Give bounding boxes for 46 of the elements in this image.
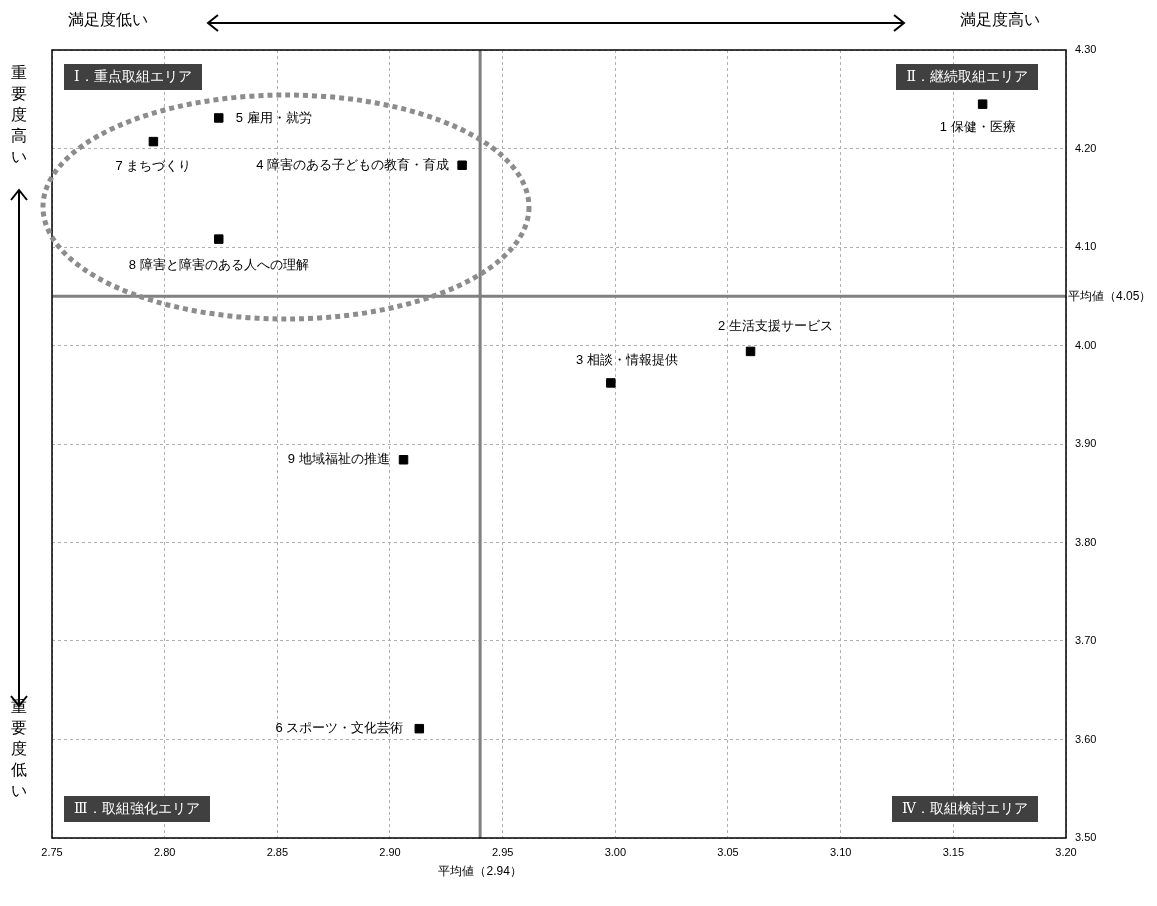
point: [977, 99, 988, 109]
annotation: Ⅲ．取組強化エリア: [64, 796, 210, 822]
x-tick-label: 3.20: [1055, 845, 1077, 858]
annotation: 1 保健・医療: [939, 118, 1016, 134]
x-tick-label: 2.90: [379, 845, 401, 858]
annotation: 6 スポーツ・文化芸術: [275, 720, 404, 736]
point: [745, 346, 756, 357]
annotation: Ⅳ．取組検討エリア: [892, 796, 1038, 822]
point: [414, 723, 425, 734]
annotation: 5 雇用・就労: [235, 109, 312, 125]
x-tick-label: 2.75: [41, 845, 63, 858]
ref-line-label: 平均値（4.05）: [1068, 288, 1152, 303]
text: 重要度高い: [10, 63, 28, 167]
point: [606, 378, 616, 388]
ref-line-label: 平均値（2.94）: [438, 864, 522, 879]
y-tick-label: 4.00: [1075, 338, 1097, 351]
annotation: 4 障害のある子どもの教育・育成: [256, 156, 450, 172]
point: [457, 160, 467, 170]
y-tick-label: 3.70: [1075, 634, 1097, 647]
y-tick-label: 4.10: [1075, 240, 1097, 253]
text: 満足度高い: [960, 10, 1040, 30]
annotation: 2 生活支援サービス: [718, 317, 833, 333]
x-tick-label: 3.10: [829, 845, 852, 858]
y-tick-label: 3.50: [1075, 831, 1097, 844]
y-tick-label: 3.80: [1075, 535, 1097, 548]
x-tick-label: 2.80: [153, 845, 176, 858]
point: [148, 136, 159, 147]
x-tick-label: 2.85: [266, 845, 289, 858]
point: [214, 113, 224, 123]
annotation: 8 障害と障害のある人への理解: [128, 256, 309, 272]
x-tick-label: 2.95: [491, 845, 514, 858]
y-tick-label: 3.60: [1075, 732, 1097, 745]
y-tick-label: 3.90: [1075, 437, 1097, 450]
annotation: 7 まちづくり: [115, 158, 192, 174]
text: 満足度低い: [68, 10, 148, 30]
annotation: 3 相談・情報提供: [575, 351, 678, 367]
annotation: Ⅱ．継続取組エリア: [896, 64, 1038, 90]
y-tick-label: 4.30: [1075, 43, 1097, 56]
x-tick-label: 3.05: [717, 845, 739, 858]
point: [214, 234, 224, 244]
annotation: 9 地域福祉の推進: [287, 451, 390, 467]
y-tick-label: 4.20: [1075, 141, 1097, 154]
x-tick-label: 3.15: [942, 845, 965, 858]
annotation: Ⅰ．重点取組エリア: [64, 64, 202, 90]
point: [398, 455, 409, 465]
x-tick-label: 3.00: [604, 845, 627, 858]
